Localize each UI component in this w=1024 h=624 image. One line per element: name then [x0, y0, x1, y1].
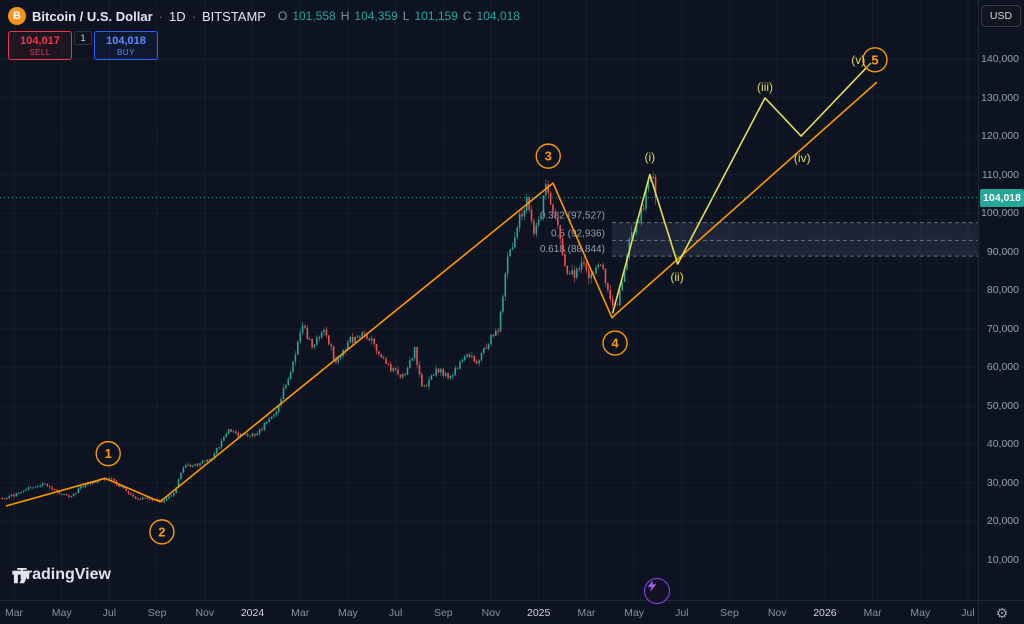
price-chart-canvas[interactable]: 0.382 (97,527) 0.5 (92,936) 0.618 (88,844)… [0, 0, 978, 600]
open-value: 101,558 [292, 9, 336, 23]
price-tick-label: 130,000 [981, 91, 1019, 104]
exchange-label[interactable]: BITSTAMP [201, 8, 266, 24]
price-tick-label: 10,000 [986, 554, 1019, 566]
price-tick-label: 110,000 [981, 168, 1019, 181]
lightning-button[interactable] [644, 578, 670, 604]
time-tick-label: May [624, 607, 645, 619]
price-tick-label: 30,000 [986, 476, 1019, 489]
ohlc-readout: O 101,558 H 104,359 L 101,159 C 104,018 [278, 9, 520, 23]
gear-icon[interactable]: ⚙ [995, 605, 1009, 621]
projection-line [611, 62, 872, 314]
time-tick-label: Mar [577, 607, 596, 619]
time-tick-label: Nov [195, 607, 215, 619]
fib-level-label: 0.382 (97,527) [540, 211, 605, 222]
svg-text:4: 4 [611, 336, 619, 351]
time-tick-label: Mar [291, 607, 310, 619]
time-tick-label: Jul [961, 607, 975, 619]
time-tick-label: Mar [863, 607, 882, 619]
symbol-title[interactable]: Bitcoin / U.S. Dollar [32, 8, 153, 24]
buy-price: 104,018 [106, 35, 146, 47]
impulse-trendline [5, 81, 878, 507]
price-tick-label: 140,000 [981, 53, 1019, 65]
sell-button[interactable]: 104,017 SELL [8, 31, 72, 60]
subwave-label-(v): (v) [851, 53, 865, 67]
time-tick-label: Jul [388, 607, 403, 619]
wave-marker-1: 1 [95, 440, 121, 467]
subwave-label-(iv): (iv) [794, 151, 811, 165]
time-axis[interactable]: Mar May Jul Sep Nov 2024 Mar May Jul Sep Nov 2025 Ma… [0, 600, 978, 624]
svg-text:2: 2 [158, 524, 165, 539]
time-tick-label: 2024 [240, 607, 265, 619]
fib-level-label: 0.618 (88,844) [540, 244, 605, 255]
open-label: O [277, 9, 288, 23]
time-tick-label: Sep [720, 607, 739, 619]
high-value: 104,359 [354, 9, 398, 23]
price-axis[interactable]: 104,018 140,000 130,000 120,000 110,000 100,… [978, 0, 1024, 600]
price-tick-label: 100,000 [981, 207, 1019, 220]
time-tick-label: May [51, 607, 72, 619]
wave-marker-5: 5 [862, 47, 888, 73]
close-value: 104,018 [476, 9, 520, 23]
wave-marker-4: 4 [602, 330, 628, 356]
subwave-label-(iii): (iii) [757, 80, 773, 94]
bitcoin-icon: B [8, 7, 26, 25]
svg-text:5: 5 [871, 52, 878, 67]
header-separator: · [158, 8, 163, 24]
sell-label: SELL [29, 48, 51, 57]
price-tick-label: 20,000 [986, 515, 1019, 528]
svg-text:3: 3 [545, 149, 552, 164]
time-tick-label: May [337, 607, 358, 619]
candlesticks [1, 171, 657, 504]
low-label: L [402, 9, 410, 23]
sell-price: 104,017 [20, 35, 60, 47]
price-tick-label: 80,000 [986, 284, 1019, 297]
close-label: C [462, 9, 472, 23]
price-tick-label: 60,000 [986, 361, 1019, 374]
time-tick-label: Jul [102, 607, 117, 619]
wave-marker-3: 3 [535, 143, 561, 169]
svg-text:1: 1 [105, 446, 112, 461]
low-value: 101,159 [414, 9, 458, 23]
tradingview-logo[interactable]: TradingView [10, 566, 111, 584]
time-tick-label: Nov [481, 607, 501, 619]
tradingview-logo-text: TradingView [17, 566, 111, 583]
interval-button[interactable]: 1D [168, 8, 186, 24]
time-tick-label: Sep [147, 607, 167, 619]
trade-panel: 104,017 SELL 1 104,018 BUY [8, 31, 158, 60]
time-tick-label: May [910, 607, 931, 619]
time-tick-label: 2025 [527, 607, 551, 619]
subwave-label-(i): (i) [645, 150, 656, 164]
axis-corner: ⚙ [978, 600, 1024, 624]
buy-button[interactable]: 104,018 BUY [94, 31, 158, 60]
spread-value: 1 [74, 31, 92, 45]
price-tick-label: 70,000 [986, 322, 1019, 335]
time-tick-label: 2026 [813, 607, 837, 619]
price-tick-label: 120,000 [981, 130, 1019, 143]
buy-label: BUY [117, 48, 135, 57]
time-tick-label: Mar [4, 607, 24, 619]
bitcoin-icon-letter: B [13, 10, 21, 22]
time-tick-label: Nov [767, 607, 787, 619]
high-label: H [340, 9, 350, 23]
symbol-header: B Bitcoin / U.S. Dollar · 1D · BITSTAMP … [8, 7, 520, 25]
current-price-badge: 104,018 [980, 188, 1024, 207]
fib-level-label: 0.5 (92,936) [551, 228, 605, 239]
time-tick-label: Jul [675, 607, 689, 619]
time-tick-label: Sep [433, 607, 453, 619]
price-tick-label: 90,000 [986, 245, 1019, 258]
price-tick-label: 40,000 [986, 438, 1019, 451]
currency-button[interactable]: USD [981, 5, 1021, 27]
subwave-label-(ii): (ii) [670, 270, 683, 284]
header-separator: · [191, 8, 196, 24]
price-tick-label: 50,000 [986, 399, 1019, 412]
wave-marker-2: 2 [149, 519, 175, 545]
